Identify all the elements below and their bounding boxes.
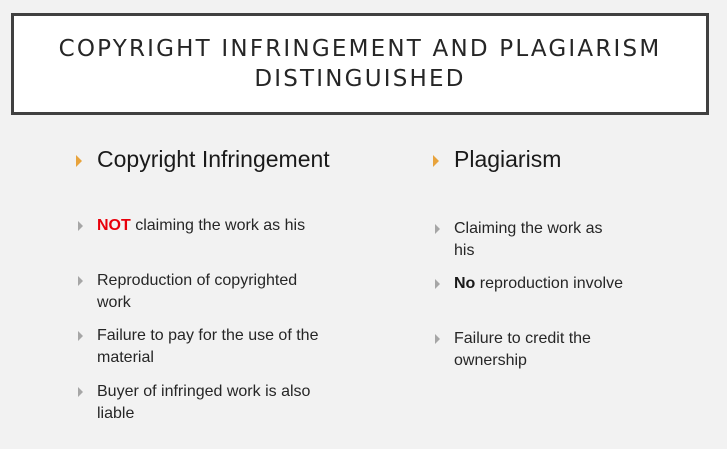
emphasis-no: No [454, 275, 476, 292]
heading-copyright-infringement: Copyright Infringement [97, 146, 330, 172]
list-item-text: Reproduction of copyrighted work [97, 272, 298, 311]
list-item-text: Buyer of infringed work is also liable [97, 383, 311, 422]
slide-title-line-2: DISTINGUISHED [254, 66, 466, 92]
gray-bullet-icon [435, 279, 440, 289]
gray-bullet-icon [435, 224, 440, 234]
gray-bullet-icon [78, 276, 83, 286]
list-item-text: Claiming the work as his [454, 220, 603, 259]
orange-bullet-icon [76, 155, 82, 167]
list-item-text: No reproduction involve [454, 275, 623, 292]
orange-bullet-icon [433, 155, 439, 167]
gray-bullet-icon [78, 221, 83, 231]
gray-bullet-icon [435, 334, 440, 344]
emphasis-not: NOT [97, 217, 131, 234]
slide-title-box: COPYRIGHT INFRINGEMENT AND PLAGIARISM DI… [11, 13, 709, 115]
column-heading: Copyright Infringement [76, 144, 396, 178]
column-copyright-infringement: Copyright Infringement NOT claiming the … [76, 144, 396, 422]
column-heading: Plagiarism [433, 144, 673, 178]
list-item-text: Failure to pay for the use of the materi… [97, 327, 319, 366]
column-plagiarism: Plagiarism Claiming the work as his No r… [433, 144, 673, 369]
list-item-text: Failure to credit the ownership [454, 330, 591, 369]
slide-title-line-1: COPYRIGHT INFRINGEMENT AND PLAGIARISM [58, 36, 662, 62]
gray-bullet-icon [78, 387, 83, 397]
heading-plagiarism: Plagiarism [454, 146, 562, 172]
gray-bullet-icon [78, 331, 83, 341]
list-item-text: NOT claiming the work as his [97, 217, 306, 234]
